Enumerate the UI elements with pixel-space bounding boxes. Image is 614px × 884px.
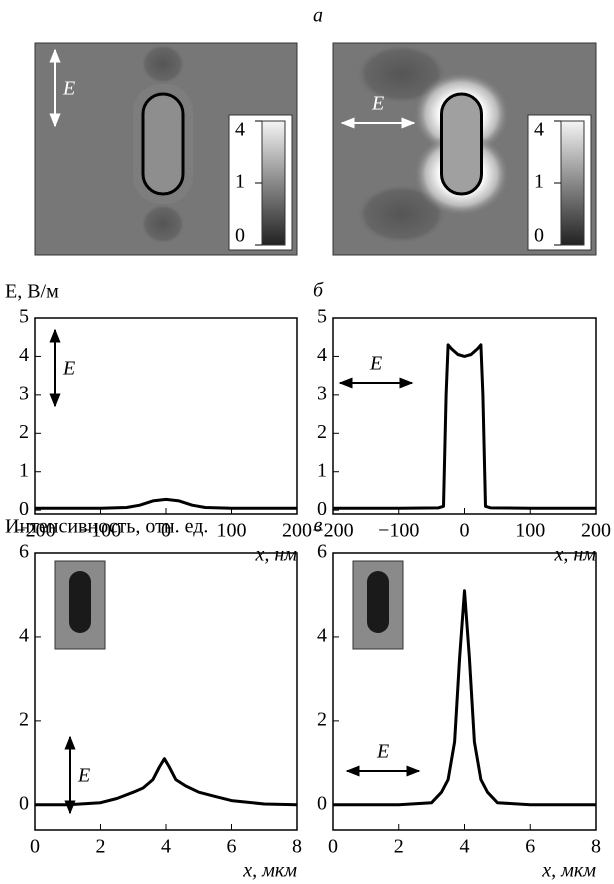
x-tick-label: 4: [161, 836, 171, 858]
x-tick-label: 4: [460, 836, 470, 858]
y-tick-label: 4: [19, 625, 29, 647]
y-tick-label: 2: [19, 421, 29, 443]
colorbar-tick-label: 0: [235, 225, 245, 247]
y-tick-label: 2: [317, 421, 327, 443]
x-axis-label: x, мкм: [242, 860, 297, 882]
x-tick-label: 2: [394, 836, 404, 858]
particle: [141, 92, 185, 196]
colorbar-tick-label: 1: [235, 171, 245, 193]
panel-label: а: [313, 5, 323, 27]
x-axis-label: x, нм: [254, 544, 297, 566]
annotation: E: [77, 765, 90, 787]
x-tick-label: 0: [30, 836, 40, 858]
y-tick-label: 6: [317, 541, 327, 563]
x-tick-label: 200: [581, 520, 611, 542]
plot-frame: [34, 317, 298, 515]
annotation: E: [371, 93, 384, 115]
x-tick-label: 2: [96, 836, 106, 858]
y-tick-label: 1: [317, 459, 327, 481]
panel-label: б: [313, 280, 324, 302]
annotation: E: [62, 78, 75, 100]
y-tick-label: 4: [317, 344, 327, 366]
x-tick-label: 6: [227, 836, 237, 858]
data-line: [35, 757, 298, 807]
colorbar-tick-label: 4: [534, 119, 544, 141]
x-tick-label: 8: [292, 836, 302, 858]
y-tick-label: 0: [19, 498, 29, 520]
data-line: [35, 497, 297, 510]
y-tick-label: 3: [19, 382, 29, 404]
x-tick-label: 100: [217, 520, 247, 542]
x-tick-label: 6: [525, 836, 535, 858]
y-tick-label: 1: [19, 459, 29, 481]
x-tick-label: 100: [515, 520, 545, 542]
y-tick-label: 5: [19, 306, 29, 328]
y-tick-label: 2: [317, 708, 327, 730]
x-tick-label: 0: [460, 520, 470, 542]
y-tick-label: 0: [317, 498, 327, 520]
colorbar-tick-label: 0: [534, 225, 544, 247]
annotation: E: [369, 353, 382, 375]
y-tick-label: 3: [317, 382, 327, 404]
y-axis-label: Интенсивность, отн. ед.: [5, 516, 208, 538]
x-axis-label: x, мкм: [541, 860, 596, 882]
panel-label: в: [314, 515, 323, 537]
x-tick-label: 0: [161, 520, 171, 542]
colorbar: [560, 120, 585, 246]
x-tick-label: 0: [328, 836, 338, 858]
data-line: [333, 589, 596, 807]
y-tick-label: 4: [317, 625, 327, 647]
annotation: E: [62, 358, 75, 380]
x-tick-label: −200: [312, 520, 353, 542]
y-tick-label: 0: [19, 792, 29, 814]
particle: [440, 92, 483, 196]
y-tick-label: 2: [19, 708, 29, 730]
data-line: [333, 343, 596, 510]
x-tick-label: −200: [14, 520, 55, 542]
x-axis-label: x, нм: [553, 544, 596, 566]
inset-particle: [69, 571, 91, 633]
x-tick-label: 8: [591, 836, 601, 858]
plot-frame: [332, 317, 597, 515]
colorbar: [261, 120, 286, 246]
x-tick-label: −100: [378, 520, 419, 542]
y-tick-label: 6: [19, 541, 29, 563]
x-tick-label: 200: [282, 520, 312, 542]
y-tick-label: 0: [317, 792, 327, 814]
field-region: [141, 204, 185, 244]
x-tick-label: −100: [80, 520, 121, 542]
annotation: E: [376, 741, 389, 763]
inset-particle: [367, 571, 389, 633]
field-region: [141, 44, 185, 84]
y-tick-label: 4: [19, 344, 29, 366]
y-axis-label: E, В/м: [5, 281, 59, 303]
colorbar-tick-label: 1: [534, 171, 544, 193]
y-tick-label: 5: [317, 306, 327, 328]
colorbar-tick-label: 4: [235, 119, 245, 141]
